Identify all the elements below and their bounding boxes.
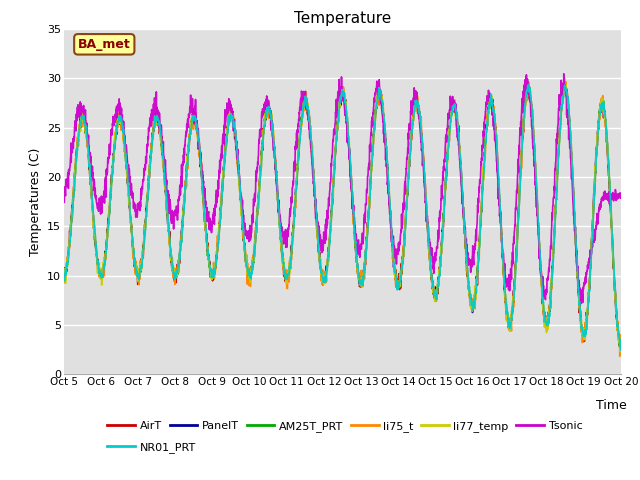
Title: Temperature: Temperature xyxy=(294,11,391,26)
Y-axis label: Temperatures (C): Temperatures (C) xyxy=(29,147,42,256)
X-axis label: Time: Time xyxy=(596,398,627,411)
Legend: NR01_PRT: NR01_PRT xyxy=(103,437,200,457)
Text: BA_met: BA_met xyxy=(78,38,131,51)
